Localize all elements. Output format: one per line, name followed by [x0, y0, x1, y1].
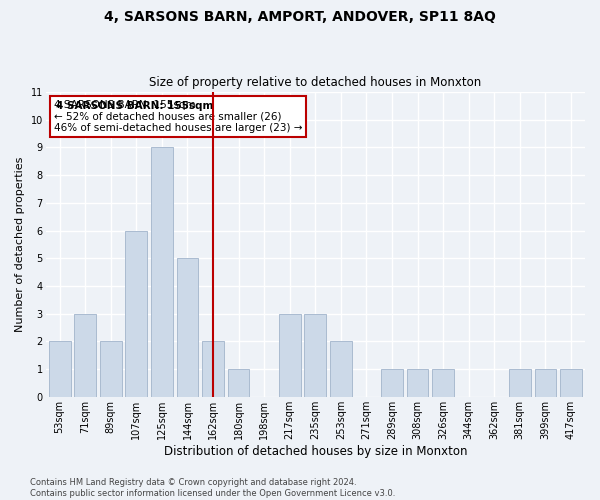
X-axis label: Distribution of detached houses by size in Monxton: Distribution of detached houses by size …	[164, 444, 467, 458]
Bar	[279, 314, 301, 397]
Bar	[49, 342, 71, 397]
Y-axis label: Number of detached properties: Number of detached properties	[15, 156, 25, 332]
Bar	[381, 369, 403, 397]
Bar	[151, 148, 173, 397]
Bar	[509, 369, 530, 397]
Title: Size of property relative to detached houses in Monxton: Size of property relative to detached ho…	[149, 76, 481, 90]
Bar	[100, 342, 122, 397]
Bar	[74, 314, 96, 397]
Bar	[330, 342, 352, 397]
Bar	[228, 369, 250, 397]
Bar	[125, 230, 147, 397]
Bar	[535, 369, 556, 397]
Text: 4, SARSONS BARN, AMPORT, ANDOVER, SP11 8AQ: 4, SARSONS BARN, AMPORT, ANDOVER, SP11 8…	[104, 10, 496, 24]
Text: 4 SARSONS BARN: 155sqm: 4 SARSONS BARN: 155sqm	[56, 101, 214, 111]
Bar	[432, 369, 454, 397]
Bar	[304, 314, 326, 397]
Text: 4 SARSONS BARN: 155sqm
← 52% of detached houses are smaller (26)
46% of semi-det: 4 SARSONS BARN: 155sqm ← 52% of detached…	[53, 100, 302, 133]
Bar	[407, 369, 428, 397]
Bar	[202, 342, 224, 397]
Text: Contains HM Land Registry data © Crown copyright and database right 2024.
Contai: Contains HM Land Registry data © Crown c…	[30, 478, 395, 498]
Bar	[560, 369, 582, 397]
Bar	[176, 258, 199, 397]
